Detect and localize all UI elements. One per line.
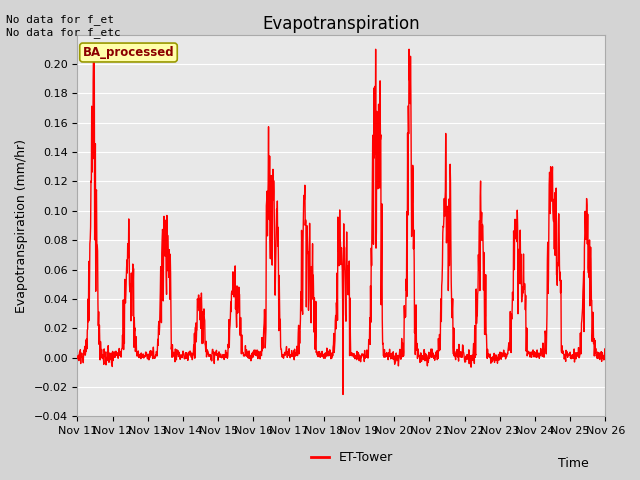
Text: BA_processed: BA_processed [83, 46, 174, 59]
Title: Evapotranspiration: Evapotranspiration [262, 15, 420, 33]
Text: Time: Time [558, 457, 589, 470]
Y-axis label: Evapotranspiration (mm/hr): Evapotranspiration (mm/hr) [15, 139, 28, 312]
Text: No data for f_et
No data for f_etc: No data for f_et No data for f_etc [6, 14, 121, 38]
Legend: ET-Tower: ET-Tower [305, 446, 399, 469]
